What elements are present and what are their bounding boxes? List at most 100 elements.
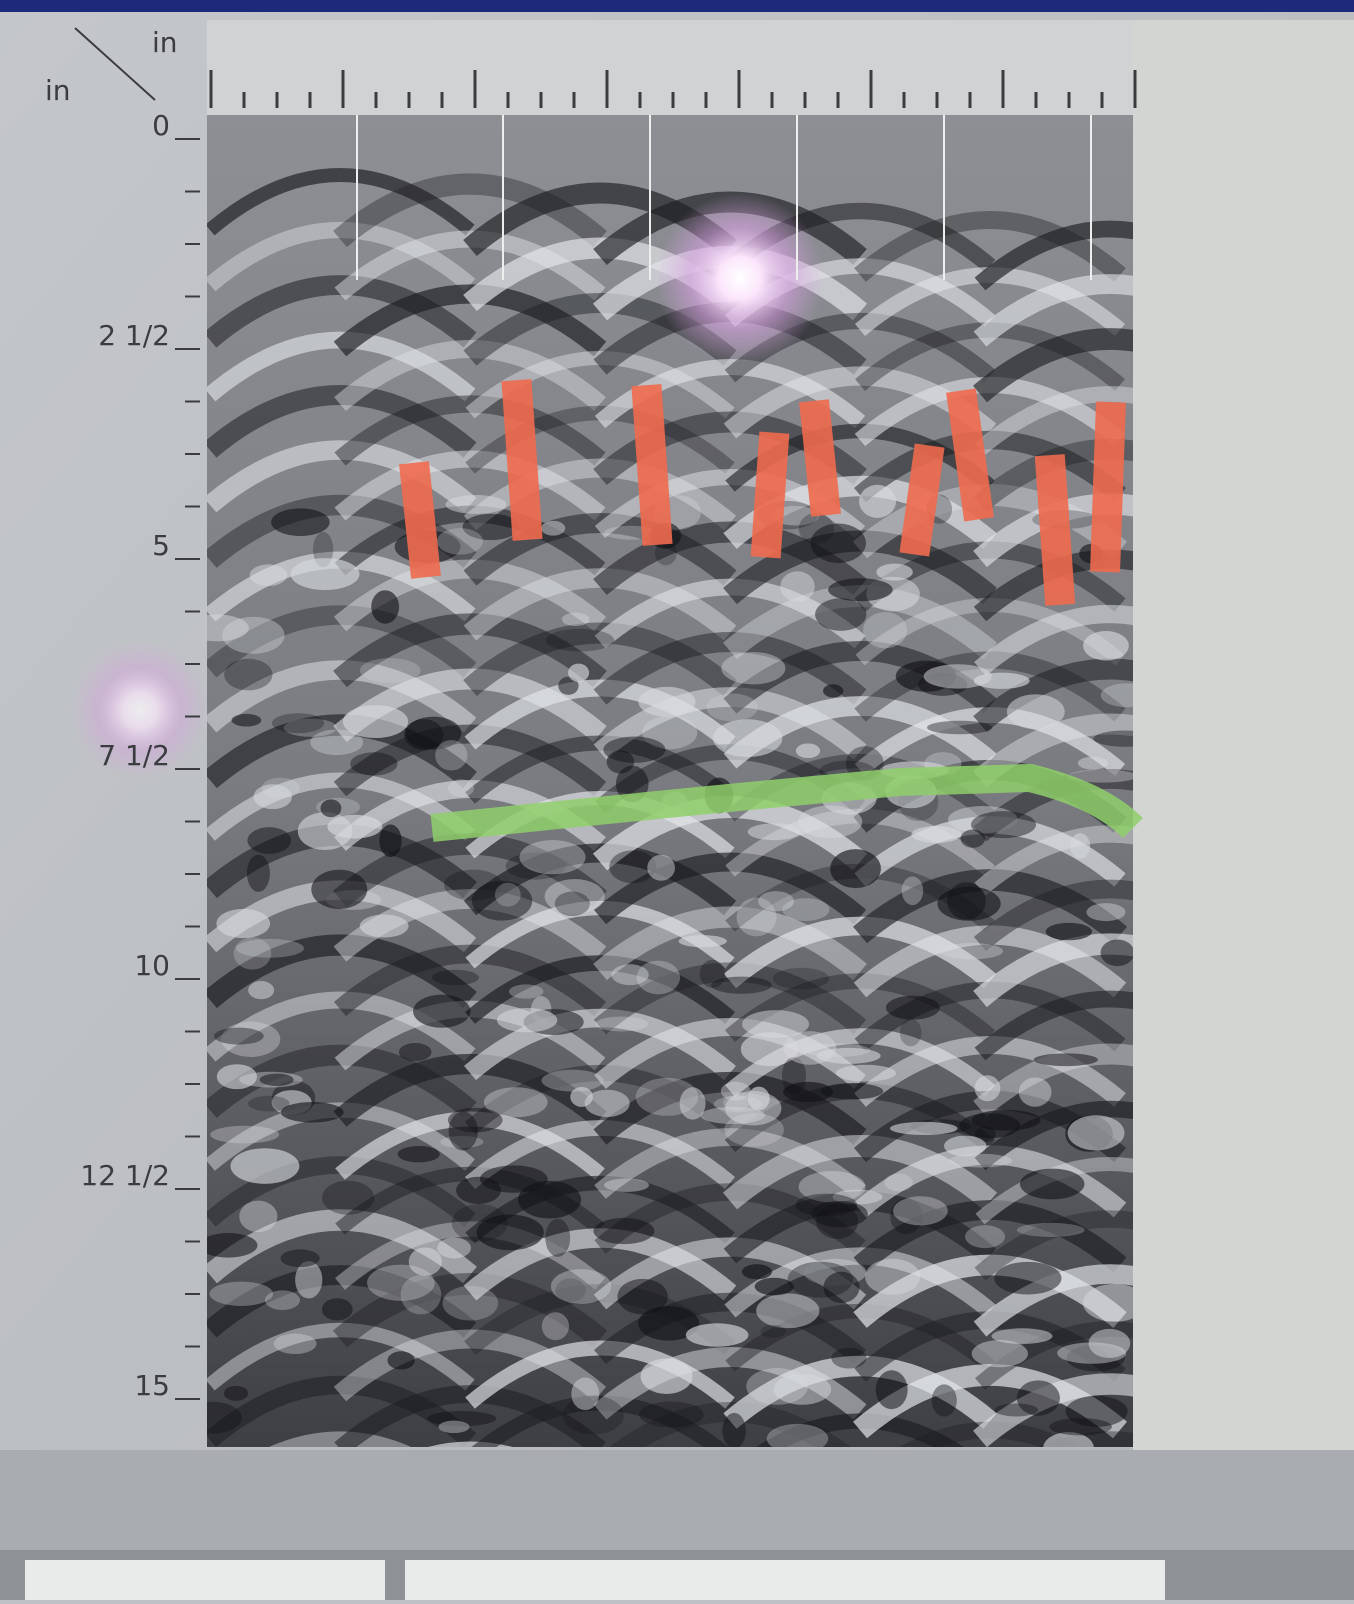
reflection xyxy=(335,1111,605,1180)
speckle xyxy=(1082,1283,1133,1322)
reflection xyxy=(334,339,606,411)
speckle xyxy=(994,1261,1062,1295)
reflection xyxy=(724,1028,996,1097)
speckle xyxy=(1016,1222,1085,1237)
reflection xyxy=(853,925,1127,998)
speckle xyxy=(711,976,772,994)
speckle xyxy=(505,852,566,880)
reflection xyxy=(207,1265,477,1338)
speckle xyxy=(974,1126,996,1142)
speckle xyxy=(885,995,940,1020)
reflection xyxy=(471,1395,729,1447)
speckle xyxy=(783,1081,833,1103)
reflection xyxy=(853,1200,1127,1273)
speckle xyxy=(647,854,676,881)
speckle xyxy=(876,563,913,581)
speckle xyxy=(816,1047,881,1064)
speckle xyxy=(436,528,484,555)
reflection xyxy=(973,328,1133,403)
rebar-marker xyxy=(899,443,945,557)
speckle xyxy=(595,1016,649,1032)
speckle xyxy=(974,1075,1001,1102)
rebar-marker xyxy=(1090,401,1126,573)
speckle xyxy=(810,523,866,563)
speckle xyxy=(889,1121,958,1135)
y-tick-label: 10 xyxy=(134,949,170,982)
speckle xyxy=(295,1261,323,1299)
speckle xyxy=(724,1113,784,1147)
reflection xyxy=(593,632,867,705)
speckle xyxy=(736,897,777,937)
reflection xyxy=(593,1346,867,1420)
speckle xyxy=(617,1278,668,1315)
speckle xyxy=(541,520,566,536)
reflection xyxy=(854,210,1126,282)
speckle xyxy=(820,1083,884,1100)
speckle xyxy=(947,806,1018,834)
speckle xyxy=(471,880,533,921)
rebar-marker xyxy=(631,384,673,546)
speckle xyxy=(1067,769,1133,783)
speckle xyxy=(494,882,521,907)
speckle xyxy=(782,898,830,922)
speckle xyxy=(893,1196,948,1226)
speckle xyxy=(322,1180,375,1215)
reflection xyxy=(973,1373,1133,1447)
reflection xyxy=(207,168,475,236)
speckle xyxy=(1067,1115,1125,1151)
speckle xyxy=(448,1111,478,1151)
speckle xyxy=(222,616,285,654)
speckle xyxy=(798,1171,866,1203)
speckle xyxy=(965,1225,1006,1249)
speckle xyxy=(207,1401,242,1434)
speckle xyxy=(811,1200,868,1228)
speckle xyxy=(654,541,677,566)
speckle xyxy=(1100,939,1133,967)
speckle xyxy=(911,825,962,843)
speckle xyxy=(1019,1168,1085,1200)
speckle xyxy=(1086,903,1126,922)
speckle xyxy=(224,658,273,691)
speckle xyxy=(1065,1395,1128,1427)
speckle xyxy=(259,1073,294,1086)
speckle xyxy=(706,693,758,722)
speckle xyxy=(901,876,924,906)
speckle xyxy=(773,1373,832,1405)
speckle xyxy=(571,1377,600,1411)
speckle xyxy=(280,1102,344,1123)
speckle xyxy=(476,1214,544,1251)
glare xyxy=(70,640,210,780)
speckle xyxy=(931,1384,957,1417)
speckle xyxy=(971,1339,1028,1368)
speckle xyxy=(518,1180,582,1219)
speckle xyxy=(699,959,726,988)
speckle xyxy=(1083,630,1129,661)
speckle xyxy=(960,829,986,848)
speckle xyxy=(239,1200,278,1233)
speckle xyxy=(367,1264,435,1301)
speckle xyxy=(246,854,270,892)
speckle xyxy=(865,1258,921,1295)
speckle xyxy=(541,1312,570,1341)
x-unit: in xyxy=(152,26,178,59)
reflection xyxy=(334,395,606,466)
speckle xyxy=(740,1032,799,1067)
speckle xyxy=(404,719,444,751)
speckle xyxy=(432,969,479,986)
rebar-markers xyxy=(399,379,1126,606)
speckle xyxy=(236,938,304,958)
speckle xyxy=(741,1264,773,1280)
reflection xyxy=(464,955,736,1024)
speckle xyxy=(798,512,834,545)
reflection xyxy=(207,275,477,348)
reflection xyxy=(207,1322,475,1391)
speckle xyxy=(272,713,325,734)
speckle xyxy=(209,1281,274,1306)
speckle xyxy=(398,1042,432,1062)
speckle xyxy=(545,1218,571,1257)
speckle xyxy=(247,827,292,854)
speckle xyxy=(435,740,468,771)
reflection xyxy=(593,906,867,981)
reflection xyxy=(464,679,736,750)
